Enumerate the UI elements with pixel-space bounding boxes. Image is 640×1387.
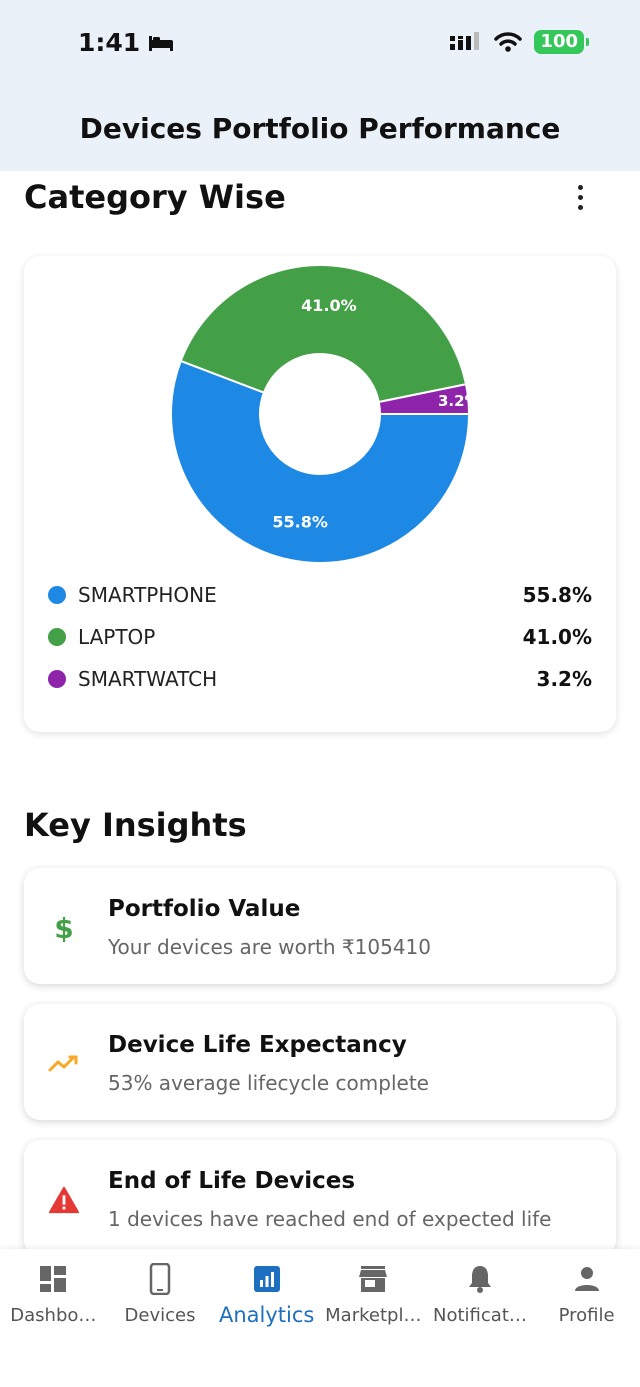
category-section-title: Category Wise <box>24 178 286 216</box>
insight-card-portfolio-value[interactable]: $ Portfolio Value Your devices are worth… <box>24 868 616 984</box>
slice-value-label: 55.8% <box>272 513 328 532</box>
battery-indicator: 100 <box>534 30 589 54</box>
donut-slice-laptop[interactable] <box>179 264 468 404</box>
legend-label: LAPTOP <box>78 625 156 649</box>
nav-item-notifications[interactable]: Notificat… <box>427 1249 534 1387</box>
more-options-icon[interactable] <box>566 180 594 214</box>
bell-icon <box>464 1263 496 1295</box>
insight-card-life-expectancy[interactable]: Device Life Expectancy 53% average lifec… <box>24 1004 616 1120</box>
trending-icon <box>48 1048 80 1080</box>
signal-icon <box>450 32 480 50</box>
category-chart-card: 55.8% 41.0% 3.2% SMARTPHONE 55.8% LAPTOP 4… <box>24 256 616 732</box>
dollar-icon: $ <box>48 912 80 944</box>
legend-item: LAPTOP 41.0% <box>48 616 592 658</box>
bed-icon <box>149 35 174 51</box>
legend-label: SMARTPHONE <box>78 583 217 607</box>
legend-dot <box>48 586 66 604</box>
slice-value-label: 41.0% <box>301 296 357 315</box>
chart-legend: SMARTPHONE 55.8% LAPTOP 41.0% SMARTWATCH… <box>48 574 592 700</box>
legend-value: 3.2% <box>536 667 592 691</box>
nav-label: Analytics <box>218 1303 315 1327</box>
clock-text: 1:41 <box>78 28 141 57</box>
legend-item: SMARTWATCH 3.2% <box>48 658 592 700</box>
app-header: 1:41 100 Devices Portfolio Performance <box>0 0 640 171</box>
insight-card-end-of-life[interactable]: End of Life Devices 1 devices have reach… <box>24 1140 616 1256</box>
nav-label: Marketpl… <box>325 1305 422 1326</box>
legend-item: SMARTPHONE 55.8% <box>48 574 592 616</box>
nav-item-dashboard[interactable]: Dashbo… <box>0 1249 107 1387</box>
nav-label: Devices <box>124 1305 196 1326</box>
nav-label: Profile <box>558 1305 615 1326</box>
phone-icon <box>144 1263 176 1295</box>
legend-dot <box>48 628 66 646</box>
nav-item-analytics[interactable]: Analytics <box>213 1249 320 1387</box>
dashboard-icon <box>37 1263 69 1295</box>
insight-title: Portfolio Value <box>108 896 301 922</box>
nav-item-profile[interactable]: Profile <box>533 1249 640 1387</box>
nav-label: Notificat… <box>433 1305 527 1326</box>
legend-value: 41.0% <box>522 625 592 649</box>
page-title: Devices Portfolio Performance <box>79 112 561 145</box>
legend-value: 55.8% <box>522 583 592 607</box>
person-icon <box>571 1263 603 1295</box>
donut-slice-smartphone[interactable] <box>170 359 471 564</box>
analytics-icon <box>251 1263 283 1295</box>
insights-section-title: Key Insights <box>24 806 247 844</box>
legend-dot <box>48 670 66 688</box>
slice-value-label: 3.2% <box>438 392 480 410</box>
legend-label: SMARTWATCH <box>78 667 218 691</box>
donut-chart: 55.8% 41.0% 3.2% <box>170 264 480 564</box>
status-icons: 100 <box>450 30 589 54</box>
status-time: 1:41 <box>78 28 174 57</box>
nav-item-marketplace[interactable]: Marketpl… <box>320 1249 427 1387</box>
nav-item-devices[interactable]: Devices <box>107 1249 214 1387</box>
nav-label: Dashbo… <box>10 1305 97 1326</box>
insight-subtitle: Your devices are worth ₹105410 <box>108 935 431 959</box>
donut-slice-smartwatch[interactable] <box>377 383 471 415</box>
insight-title: End of Life Devices <box>108 1168 356 1194</box>
store-icon <box>357 1263 389 1295</box>
wifi-icon <box>494 32 523 52</box>
insight-subtitle: 1 devices have reached end of expected l… <box>108 1207 552 1231</box>
insight-subtitle: 53% average lifecycle complete <box>108 1071 429 1095</box>
insight-title: Device Life Expectancy <box>108 1032 407 1058</box>
bottom-navigation: Dashbo… Devices Analytics Marketpl… Noti… <box>0 1249 640 1387</box>
svg-text:$: $ <box>54 912 73 944</box>
warning-icon <box>48 1184 80 1216</box>
